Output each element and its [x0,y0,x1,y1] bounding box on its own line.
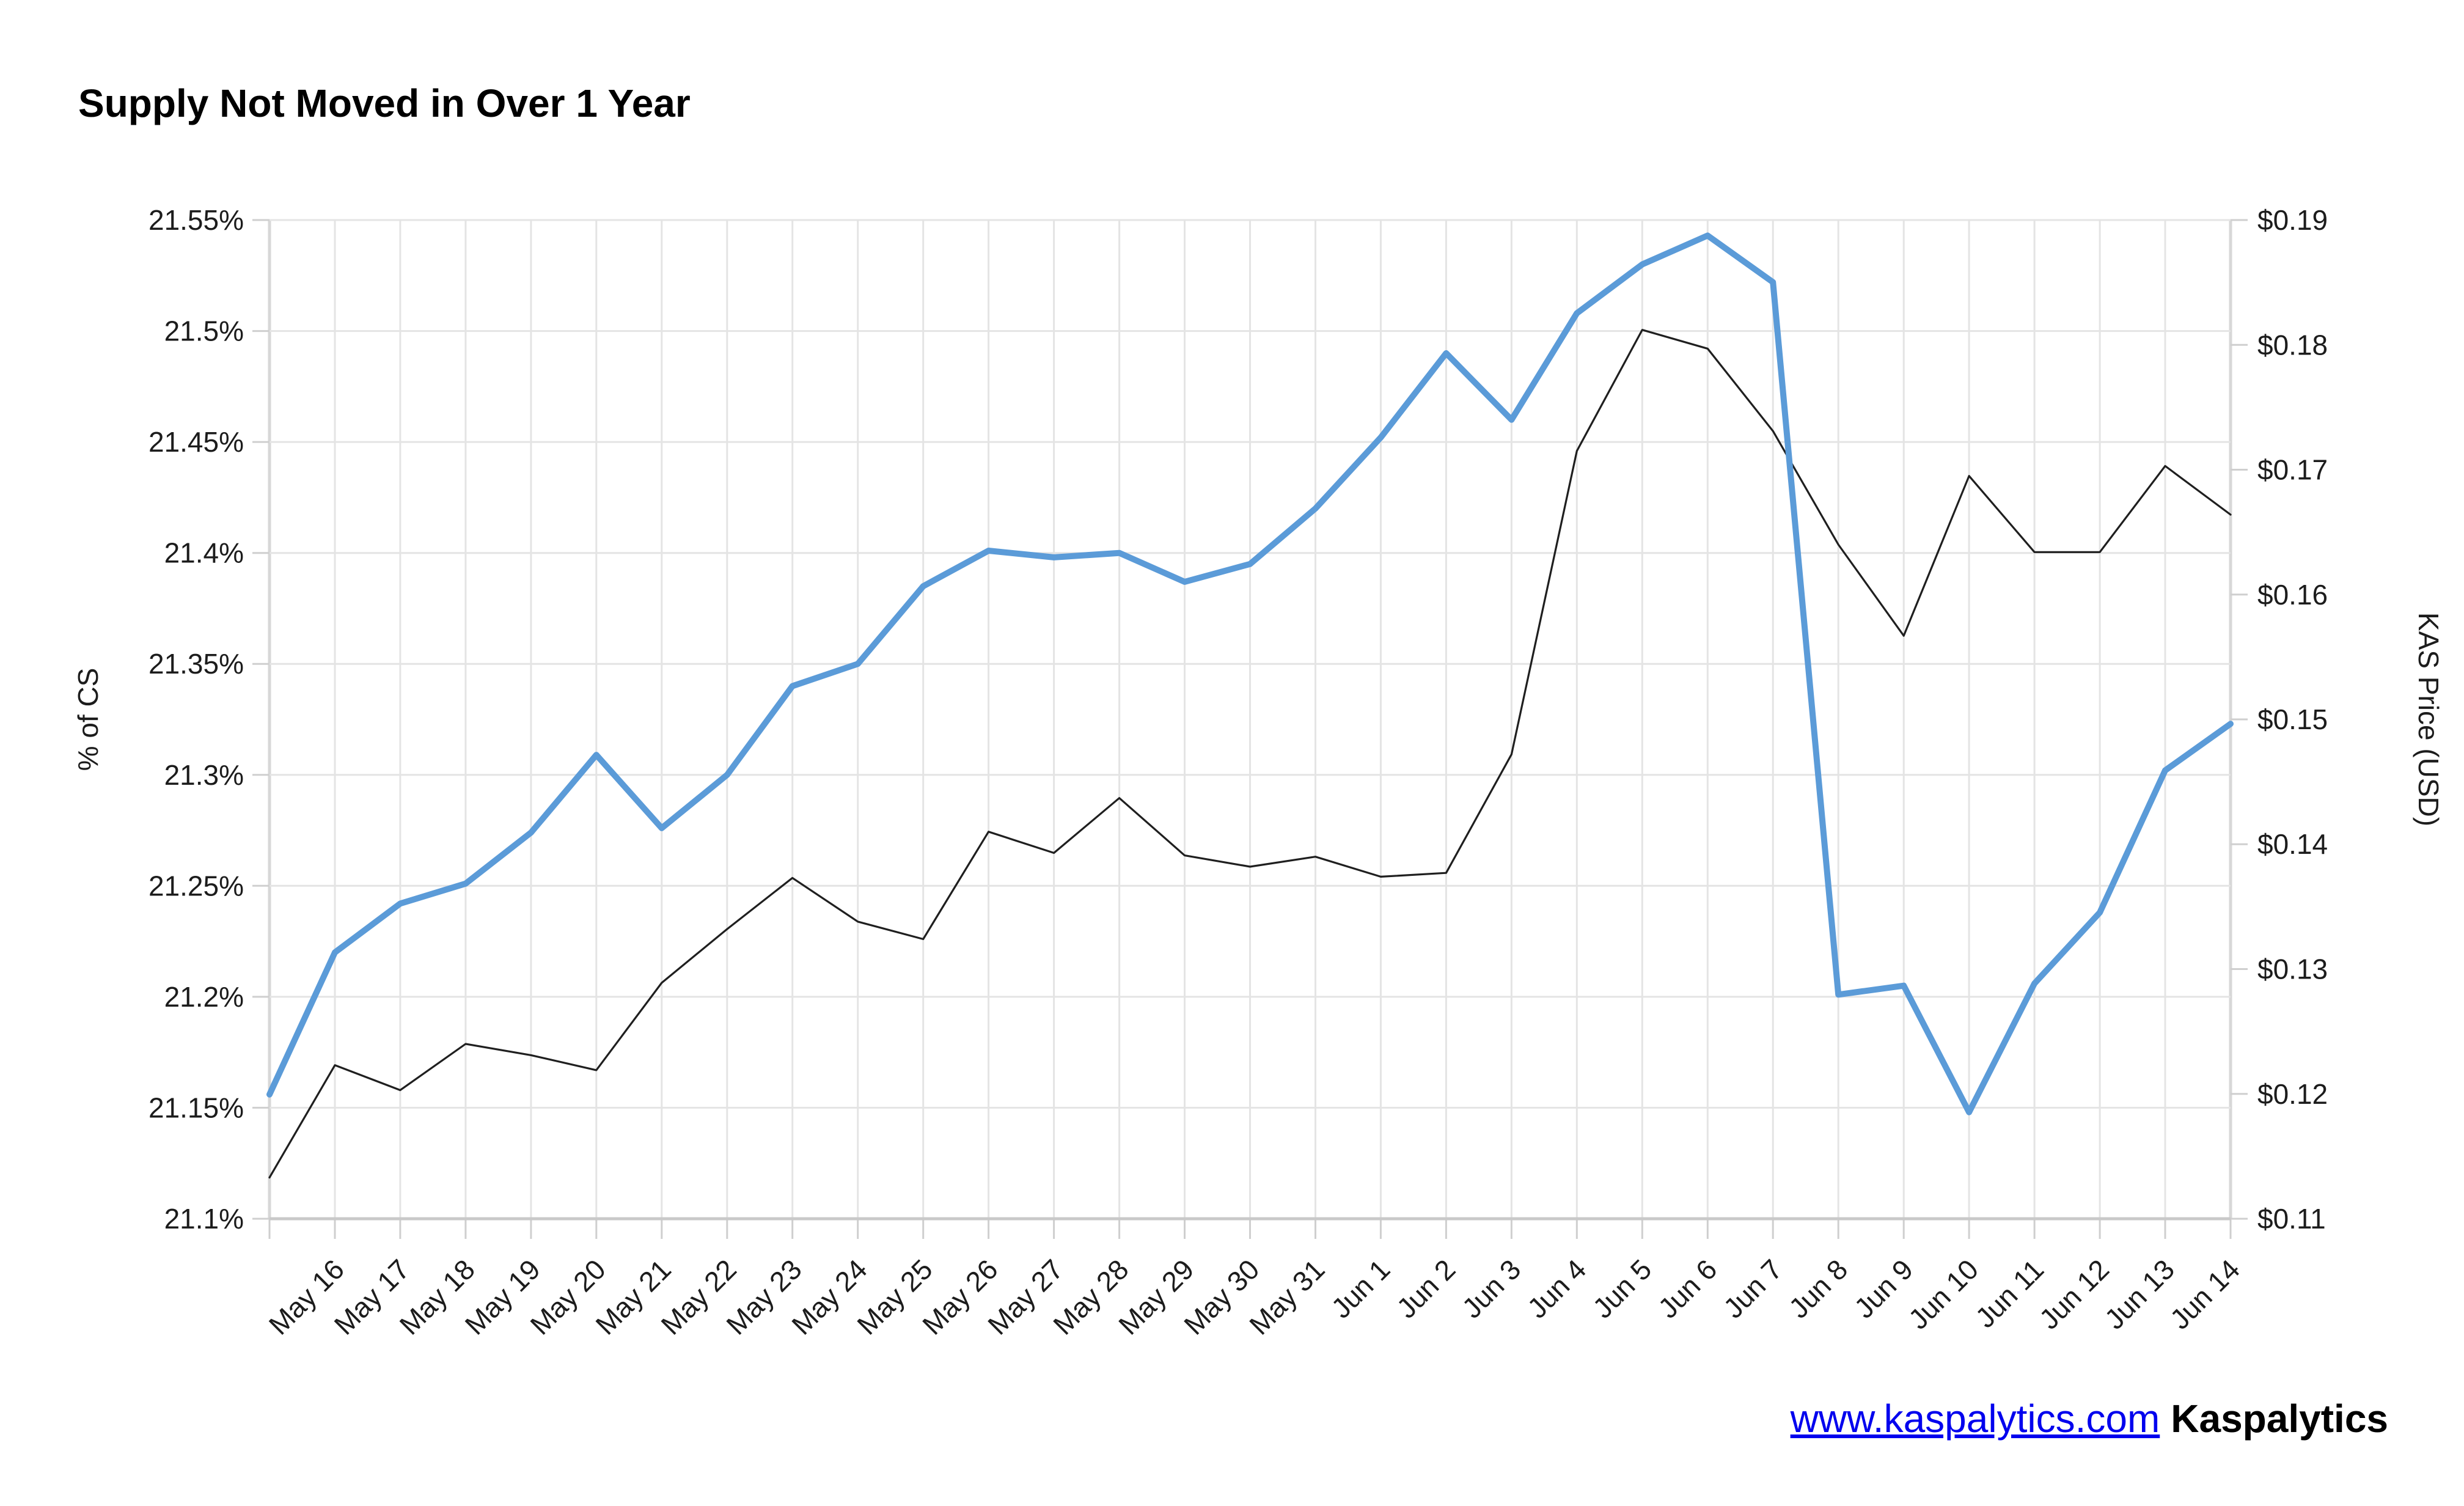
svg-text:21.15%: 21.15% [148,1092,244,1123]
series-line-supply [266,232,2234,1115]
y-right-tick-labels: $0.11 $0.12 $0.13 $0.14 $0.15 $0.16 $0.17 $0.18… [2231,204,2328,1235]
footer-brand: Kaspalytics [2171,1397,2388,1441]
svg-text:Jun 3: Jun 3 [1456,1253,1527,1324]
svg-text:$0.19: $0.19 [2257,204,2328,236]
svg-text:21.5%: 21.5% [164,315,244,347]
svg-text:Jun 14: Jun 14 [2164,1253,2246,1335]
series-line-price [268,329,2232,1179]
svg-text:Jun 2: Jun 2 [1390,1253,1461,1324]
svg-text:$0.13: $0.13 [2257,953,2328,985]
svg-text:Jun 10: Jun 10 [1902,1253,1984,1335]
svg-text:21.25%: 21.25% [148,870,244,902]
right-axis-title: KAS Price (USD) [2413,612,2444,826]
svg-text:Jun 7: Jun 7 [1717,1253,1788,1324]
svg-text:Jun 8: Jun 8 [1783,1253,1854,1324]
gridlines [252,219,2232,1239]
svg-text:$0.15: $0.15 [2257,703,2328,735]
svg-text:21.3%: 21.3% [164,759,244,791]
svg-text:$0.11: $0.11 [2257,1203,2326,1235]
svg-text:Jun 4: Jun 4 [1521,1253,1592,1324]
footer: www.kaspalytics.com Kaspalytics [1791,1396,2388,1441]
svg-text:Jun 11: Jun 11 [1969,1253,2050,1334]
svg-text:Jun 12: Jun 12 [2033,1253,2115,1335]
svg-text:21.45%: 21.45% [148,426,244,458]
svg-text:Jun 6: Jun 6 [1652,1253,1723,1324]
svg-text:$0.12: $0.12 [2257,1078,2328,1110]
footer-link[interactable]: www.kaspalytics.com [1790,1397,2160,1441]
svg-text:$0.17: $0.17 [2257,454,2328,486]
svg-text:21.55%: 21.55% [148,204,244,236]
svg-text:21.1%: 21.1% [164,1203,244,1235]
svg-text:May 31: May 31 [1243,1253,1330,1340]
svg-text:$0.14: $0.14 [2257,828,2328,860]
svg-text:Jun 13: Jun 13 [2099,1253,2180,1335]
y-left-tick-labels: 21.1% 21.15% 21.2% 21.25% 21.3% 21.35% 21.4% 21… [148,204,244,1235]
svg-text:21.2%: 21.2% [164,981,244,1013]
chart-title: Supply Not Moved in Over 1 Year [78,81,691,125]
svg-text:21.35%: 21.35% [148,648,244,680]
svg-text:$0.18: $0.18 [2257,329,2328,361]
svg-text:21.4%: 21.4% [164,537,244,569]
svg-text:$0.16: $0.16 [2257,579,2328,611]
svg-text:Jun 1: Jun 1 [1325,1253,1396,1324]
svg-text:Jun 5: Jun 5 [1586,1253,1657,1324]
left-axis-title: % of CS [72,668,104,771]
